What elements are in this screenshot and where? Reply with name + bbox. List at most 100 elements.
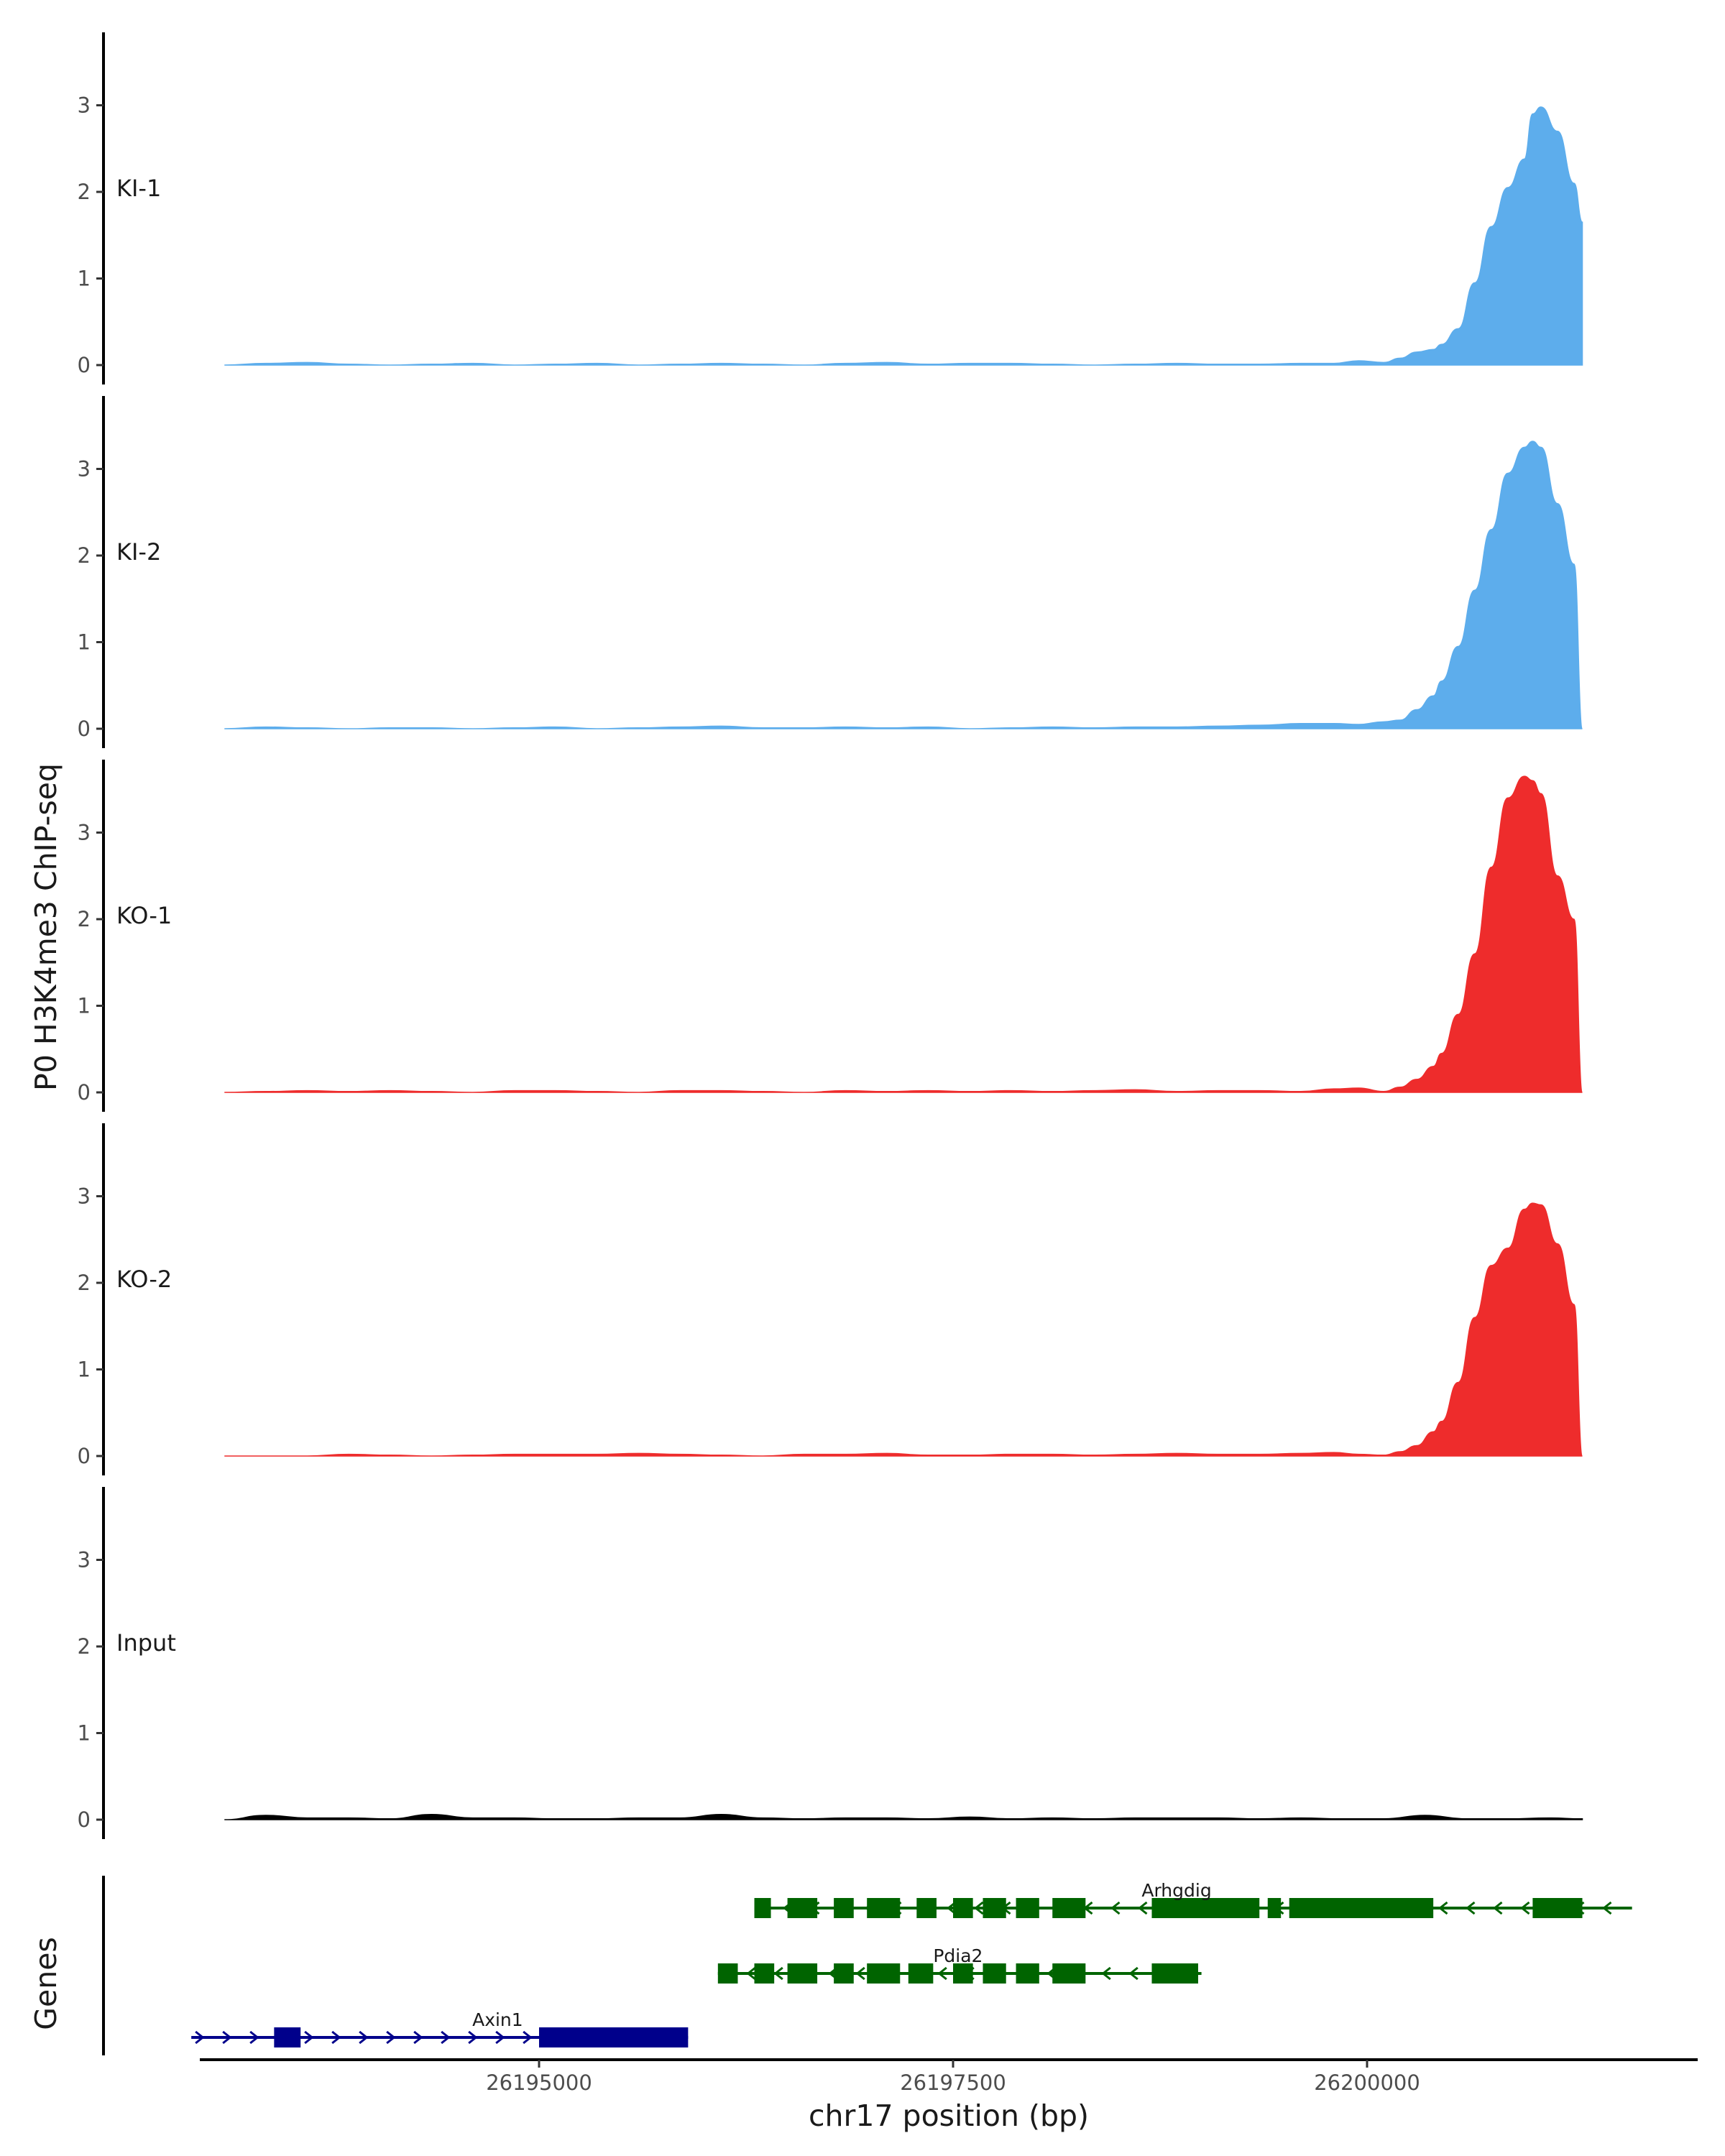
- gene-exon: [834, 1898, 854, 1918]
- gene-exon: [867, 1963, 901, 1984]
- signal-area: [224, 1202, 1583, 1457]
- gene-exon: [787, 1898, 818, 1918]
- gene-exon: [867, 1898, 901, 1918]
- gene-model: Arhgdig: [754, 1880, 1632, 1918]
- strand-arrow: [249, 2030, 259, 2045]
- gene-exon: [787, 1963, 818, 1984]
- gene-model: Axin1: [191, 2009, 689, 2047]
- gene-exon: [953, 1963, 973, 1984]
- y-tick-label: 2: [78, 1271, 91, 1295]
- gene-exon: [1052, 1898, 1086, 1918]
- strand-arrow: [1438, 1901, 1448, 1915]
- strand-arrow: [773, 1966, 783, 1981]
- y-tick-label: 3: [78, 93, 91, 118]
- gene-exon: [834, 1963, 854, 1984]
- strand-arrow: [413, 2030, 423, 2045]
- track-panels: 0 1 2 3 KI-1 0 1 2 3 KI-2 0 1 2 3 KO-1 0 1 2 3 KO-2 0 1 2 3 Inpu…: [78, 32, 1583, 1839]
- gene-exon: [1016, 1898, 1039, 1918]
- gene-exon: [1151, 1898, 1260, 1918]
- strand-arrow: [746, 1966, 756, 1981]
- y-tick-label: 2: [78, 1634, 91, 1659]
- gene-exon: [717, 1963, 738, 1984]
- strand-arrow: [1138, 1901, 1148, 1915]
- signal-area: [224, 775, 1583, 1093]
- y-tick-label: 3: [78, 1184, 91, 1209]
- signal-area: [224, 106, 1583, 366]
- gene-exon: [916, 1898, 937, 1918]
- y-tick-label: 1: [78, 1721, 91, 1746]
- gene-label: Arhgdig: [1141, 1880, 1211, 1901]
- gene-exon: [1052, 1963, 1086, 1984]
- strand-arrow: [222, 2030, 232, 2045]
- y-tick-label: 2: [78, 543, 91, 568]
- y-tick-label: 3: [78, 457, 91, 482]
- y-tick-label: 0: [78, 1444, 91, 1468]
- strand-arrow: [359, 2030, 369, 2045]
- x-axis-title: chr17 position (bp): [809, 2099, 1089, 2133]
- track-label: KI-2: [116, 538, 161, 566]
- track-label: KO-2: [116, 1266, 172, 1293]
- gene-exon: [908, 1963, 934, 1984]
- gene-exon: [1289, 1898, 1434, 1918]
- gene-exon: [754, 1898, 771, 1918]
- strand-arrow: [1128, 1966, 1138, 1981]
- strand-arrow: [441, 2030, 451, 2045]
- gene-exon: [1016, 1963, 1039, 1984]
- gene-model: Pdia2: [717, 1945, 1202, 1984]
- signal-area: [224, 441, 1583, 729]
- strand-arrow: [523, 2030, 533, 2045]
- y-tick-label: 1: [78, 630, 91, 655]
- strand-arrow: [974, 1901, 984, 1915]
- track-panel: 0 1 2 3 Input: [78, 1487, 1583, 1839]
- gene-exon: [274, 2027, 301, 2047]
- gene-exon: [953, 1898, 973, 1918]
- strand-arrow: [855, 1966, 865, 1981]
- y-axis-title: P0 H3K4me3 ChIP-seq: [29, 763, 63, 1091]
- x-tick-label: 26195000: [486, 2070, 592, 2095]
- y-tick-label: 2: [78, 180, 91, 204]
- strand-arrow: [1466, 1901, 1476, 1915]
- y-tick-label: 3: [78, 821, 91, 845]
- track-panel: 0 1 2 3 KI-1: [78, 32, 1583, 384]
- x-axis: 26195000 26197500 26200000: [200, 2058, 1698, 2095]
- y-tick-label: 3: [78, 1548, 91, 1572]
- y-tick-label: 0: [78, 717, 91, 741]
- y-tick-label: 0: [78, 1807, 91, 1832]
- gene-exon: [1267, 1898, 1282, 1918]
- y-tick-label: 0: [78, 353, 91, 377]
- gene-label: Axin1: [472, 2009, 523, 2030]
- gene-exon: [754, 1963, 775, 1984]
- y-tick-label: 0: [78, 1080, 91, 1105]
- y-tick-label: 1: [78, 1358, 91, 1382]
- gene-exon: [1151, 1963, 1198, 1984]
- strand-arrow: [495, 2030, 505, 2045]
- strand-arrow: [937, 1966, 947, 1981]
- gene-label: Pdia2: [933, 1945, 983, 1966]
- gene-exon: [1532, 1898, 1583, 1918]
- track-panel: 0 1 2 3 KI-2: [78, 396, 1583, 748]
- genes-axis-title: Genes: [29, 1937, 63, 2030]
- y-tick-label: 1: [78, 994, 91, 1018]
- track-label: KI-1: [116, 175, 161, 202]
- x-tick-label: 26200000: [1314, 2070, 1420, 2095]
- gene-exon: [983, 1898, 1006, 1918]
- strand-arrow: [1101, 1966, 1111, 1981]
- y-tick-label: 1: [78, 267, 91, 291]
- strand-arrow: [1520, 1901, 1530, 1915]
- x-tick-label: 26197500: [900, 2070, 1006, 2095]
- track-panel: 0 1 2 3 KO-1: [78, 760, 1583, 1112]
- strand-arrow: [331, 2030, 341, 2045]
- gene-exon: [983, 1963, 1006, 1984]
- strand-arrow: [304, 2030, 314, 2045]
- track-panel: 0 1 2 3 KO-2: [78, 1123, 1583, 1475]
- strand-arrow: [1493, 1901, 1503, 1915]
- track-label: Input: [116, 1629, 176, 1657]
- strand-arrow: [1110, 1901, 1121, 1915]
- strand-arrow: [468, 2030, 478, 2045]
- y-tick-label: 2: [78, 907, 91, 931]
- signal-area: [224, 1814, 1583, 1820]
- gene-track: Arhgdig Pdia2 Axin1: [102, 1876, 1632, 2055]
- strand-arrow: [1602, 1901, 1612, 1915]
- strand-arrow: [195, 2030, 205, 2045]
